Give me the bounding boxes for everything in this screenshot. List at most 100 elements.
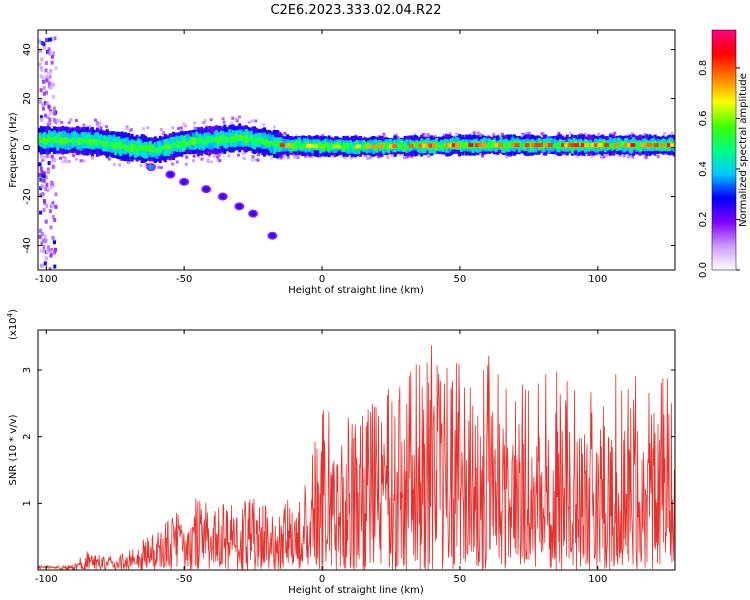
spectrum-spread-cell bbox=[46, 115, 50, 120]
spectrum-hotspot bbox=[594, 143, 600, 148]
spectrum-hotspot bbox=[474, 143, 480, 148]
spectrum-halo-cell bbox=[221, 151, 225, 155]
spectrum-halo-cell bbox=[171, 162, 175, 166]
x-tick-label: -100 bbox=[35, 574, 58, 585]
spectrogram-frame bbox=[37, 29, 676, 271]
spectrum-halo-cell bbox=[67, 159, 71, 163]
spectrum-hotspot bbox=[428, 143, 434, 148]
snr-x-ticks: -100 -50 0 50 100 bbox=[35, 330, 607, 585]
spectrum-band-core bbox=[228, 129, 232, 145]
spectrum-halo-cell bbox=[292, 153, 296, 157]
spectrum-spread-cell bbox=[51, 236, 55, 241]
spectrum-halo-cell bbox=[413, 133, 417, 137]
spectrum-spread-cell bbox=[48, 121, 52, 126]
spectrum-halo-cell bbox=[183, 124, 187, 128]
spectrum-band-peak bbox=[507, 141, 511, 148]
spectrum-halo-cell bbox=[390, 154, 394, 158]
spectrum-spread-cell bbox=[50, 154, 54, 159]
spectrum-halo-cell bbox=[157, 165, 161, 169]
spectrum-spread-cell bbox=[43, 171, 47, 176]
spectrum-band-peak bbox=[154, 147, 158, 154]
spectrum-band-peak bbox=[271, 141, 275, 147]
spectrum-spread-cell bbox=[46, 188, 50, 193]
spectrum-hotspot bbox=[418, 143, 424, 148]
spectrum-halo-cell bbox=[95, 122, 99, 126]
spectrum-band-peak bbox=[95, 139, 99, 146]
spectrum-halo-cell bbox=[206, 158, 210, 162]
spectrum-hotspot bbox=[524, 143, 530, 148]
spectrum-halo-cell bbox=[527, 131, 531, 135]
spectrum-band-peak bbox=[73, 138, 77, 144]
spectrum-halo-cell bbox=[74, 157, 78, 161]
spectrum-halo-cell bbox=[161, 131, 165, 135]
spectrum-spread-cell bbox=[51, 82, 55, 87]
spectrum-halo-cell bbox=[196, 154, 200, 158]
spectrum-band-peak bbox=[38, 135, 41, 143]
spectrum-halo-cell bbox=[159, 127, 163, 131]
spectrum-band-peak bbox=[247, 137, 251, 142]
spectrum-spread-cell bbox=[49, 85, 53, 90]
spectrum-band-peak bbox=[329, 142, 333, 151]
spectrum-band-peak bbox=[251, 138, 255, 144]
spectrum-halo-cell bbox=[257, 153, 261, 157]
spectrum-halo-cell bbox=[98, 121, 102, 125]
spectrum-band-peak bbox=[101, 141, 105, 147]
spectrum-spread-cell bbox=[39, 88, 43, 93]
spectrum-band-peak bbox=[227, 137, 231, 142]
spectrum-band-peak bbox=[135, 147, 139, 151]
figure-title: C2E6.2023.333.02.04.R22 bbox=[270, 3, 441, 18]
spectrum-band-peak bbox=[503, 143, 507, 148]
spectrum-halo-cell bbox=[107, 157, 111, 161]
spectrum-spread-cell bbox=[49, 225, 53, 230]
spectrum-spread-cell bbox=[44, 68, 48, 73]
spectrum-band-peak bbox=[223, 136, 227, 142]
spectrum-band-peak bbox=[351, 145, 355, 149]
spectrum-spread-cell bbox=[47, 37, 51, 42]
spectrum-spread-cell bbox=[38, 172, 42, 177]
spectrum-band-peak bbox=[117, 142, 121, 149]
spectrum-spread-cell bbox=[47, 104, 51, 109]
spectrum-band-peak bbox=[260, 137, 264, 144]
spectrum-spread-cell bbox=[39, 115, 43, 120]
spectrum-spread-cell bbox=[39, 166, 43, 171]
spectrogram-data bbox=[38, 36, 675, 270]
spectrum-band-peak bbox=[179, 140, 183, 149]
spectrum-hotspot bbox=[564, 143, 570, 148]
spectrum-hotspot bbox=[514, 143, 520, 148]
snr-series-line bbox=[38, 345, 675, 570]
spectrum-band-peak bbox=[554, 143, 558, 147]
spectrum-band-peak bbox=[265, 138, 269, 147]
spectrum-spread-cell bbox=[44, 101, 48, 106]
spectrum-halo-cell bbox=[192, 159, 196, 163]
spectrum-hotspot bbox=[627, 143, 633, 148]
x-tick-label: 0 bbox=[319, 274, 325, 285]
spectrum-halo-cell bbox=[57, 118, 61, 122]
spectrum-spread-cell bbox=[48, 74, 52, 79]
spectrum-spread-cell bbox=[44, 38, 48, 43]
spectrum-hotspot bbox=[640, 143, 646, 148]
spectrum-hotspot bbox=[468, 143, 474, 148]
spectrum-halo-cell bbox=[386, 155, 390, 159]
spectrum-halo-cell bbox=[442, 134, 446, 138]
spectrum-halo-cell bbox=[51, 159, 55, 163]
spectrum-spread-cell bbox=[54, 66, 58, 71]
spectrum-spread-cell bbox=[41, 238, 45, 243]
spectrum-spread-cell bbox=[49, 185, 53, 190]
spectrum-band-peak bbox=[119, 140, 123, 149]
spectrum-band-peak bbox=[137, 145, 141, 152]
spectrogram-x-ticks: -100 -50 0 50 100 bbox=[35, 30, 607, 285]
spectrum-band-peak bbox=[51, 138, 55, 143]
spectrum-band-peak bbox=[152, 148, 156, 152]
spectrum-hotspot bbox=[355, 144, 361, 149]
spectrum-halo-cell bbox=[41, 158, 45, 162]
spectrum-spread-cell bbox=[38, 162, 42, 167]
spectrum-band-peak bbox=[492, 139, 496, 148]
spectrum-halo-cell bbox=[404, 155, 408, 159]
spectrum-spread-cell bbox=[48, 111, 52, 116]
spectrum-band-peak bbox=[159, 145, 163, 154]
spectrum-halo-cell bbox=[247, 120, 251, 124]
spectrum-band-peak bbox=[485, 143, 489, 148]
spectrum-hotspot bbox=[448, 143, 454, 148]
spectrum-spread-cell bbox=[42, 85, 46, 90]
spectrum-band-peak bbox=[276, 140, 280, 146]
